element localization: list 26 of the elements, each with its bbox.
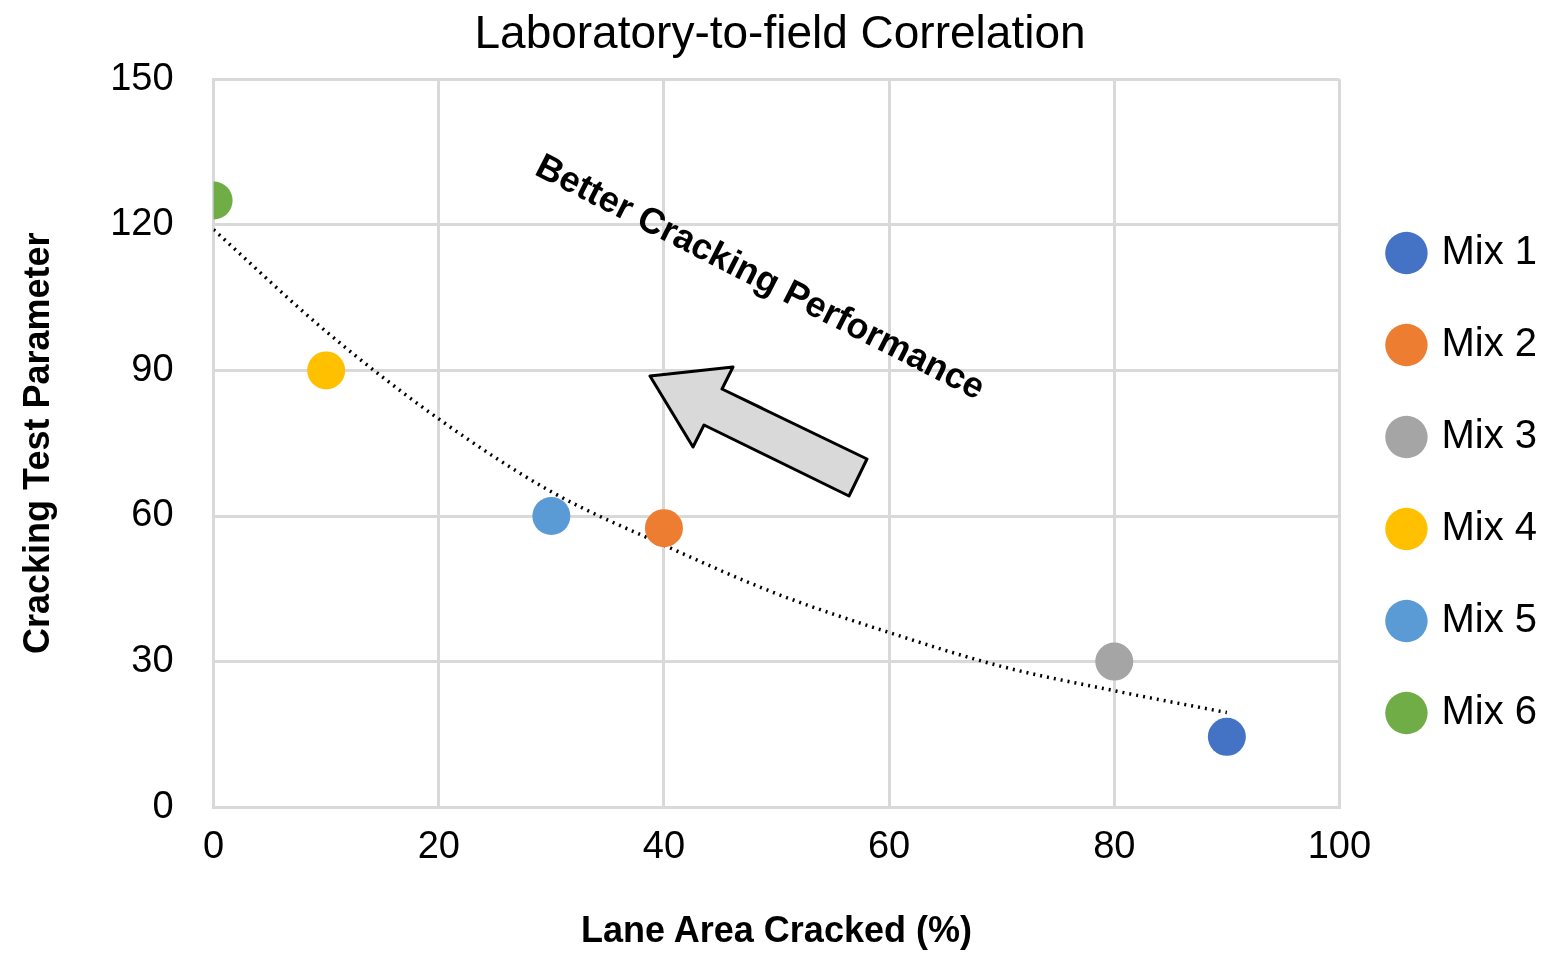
legend-label: Mix 2 [1441,320,1538,365]
point [307,351,346,390]
y-axis-title: Cracking Test Parameter [15,232,57,654]
y-tick-label: 30 [131,638,174,681]
point [532,497,571,535]
y-tick-label: 60 [131,492,174,535]
legend-label: Mix 5 [1441,596,1538,641]
point [1095,642,1134,681]
chart-title: Laboratory-to-field Correlation [474,6,1086,59]
x-tick-label: 20 [417,824,460,867]
y-tick-label: 0 [152,783,174,826]
y-tick-label: 150 [110,55,174,98]
legend-label: Mix 4 [1441,504,1538,549]
x-axis-title: Lane Area Cracked (%) [581,909,972,951]
x-tick-label: 60 [867,824,911,867]
x-tick-label: 0 [203,824,225,867]
legend-label: Mix 3 [1441,412,1538,457]
x-tick-label: 40 [642,824,686,867]
x-tick-label: 100 [1307,824,1372,867]
point [644,509,683,548]
point [1207,717,1246,756]
legend-label: Mix 1 [1441,228,1538,273]
y-tick-label: 120 [110,201,174,244]
legend-label: Mix 6 [1441,688,1538,733]
x-tick-label: 80 [1093,824,1136,867]
y-tick-label: 90 [131,346,174,389]
